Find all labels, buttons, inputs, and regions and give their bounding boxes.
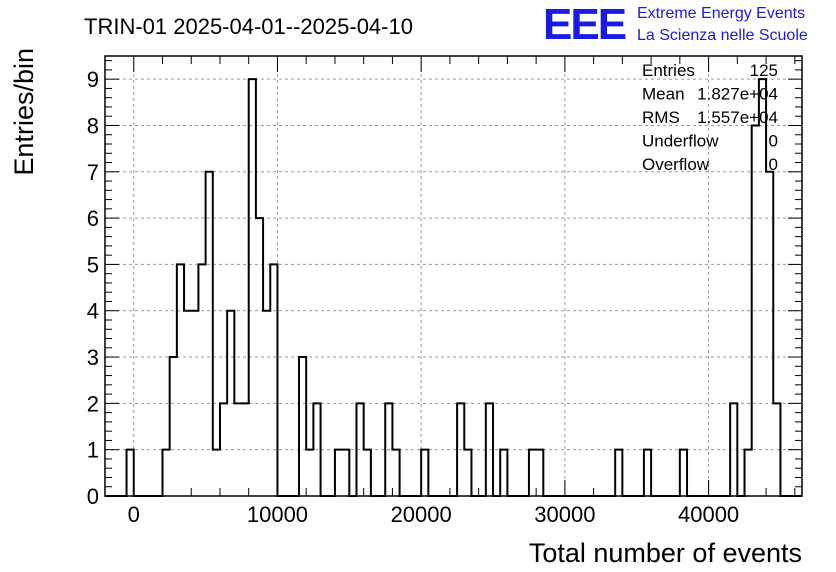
histogram-bar — [529, 450, 536, 496]
histogram-bar — [127, 450, 134, 496]
stats-value: 0 — [769, 132, 778, 151]
x-tick-label: 40000 — [678, 502, 739, 527]
stats-label: Mean — [642, 85, 685, 104]
y-tick-label: 7 — [87, 160, 99, 185]
y-tick-label: 2 — [87, 391, 99, 416]
histogram-bar — [615, 450, 622, 496]
eee-logo: EEE Extreme Energy Events La Scienza nel… — [543, 0, 808, 49]
stats-label: Entries — [642, 61, 695, 80]
plot-frame — [104, 55, 803, 497]
y-tick-label: 4 — [87, 299, 99, 324]
histogram-bar — [464, 450, 471, 496]
stats-label: Overflow — [642, 155, 710, 174]
histogram-bar — [745, 450, 752, 496]
histogram-bar — [198, 264, 205, 496]
histogram-bar — [421, 450, 428, 496]
stats-value: 125 — [750, 61, 778, 80]
histogram-bar — [500, 450, 507, 496]
stats-value: 0 — [769, 155, 778, 174]
histogram-bar — [306, 450, 313, 496]
logo-mark: EEE — [543, 0, 626, 49]
histogram-bar — [766, 172, 773, 496]
logo-line-2: La Scienza nelle Scuole — [637, 27, 808, 44]
histogram-bar — [342, 450, 349, 496]
x-tick-label: 10000 — [247, 502, 308, 527]
histogram-bar — [177, 264, 184, 496]
x-tick-label: 20000 — [391, 502, 452, 527]
histogram-bar — [392, 450, 399, 496]
histogram-bar — [206, 172, 213, 496]
y-tick-label: 5 — [87, 252, 99, 277]
stats-label: RMS — [642, 108, 680, 127]
x-axis-title: Total number of events — [529, 538, 802, 568]
stats-label: Underflow — [642, 132, 719, 151]
y-axis-ticks: 0 1 2 3 4 5 6 7 8 9 — [87, 60, 802, 509]
histogram-outline — [105, 78, 802, 497]
histogram-bar — [270, 264, 277, 496]
histogram-bar — [299, 357, 306, 496]
histogram-bar — [213, 450, 220, 496]
grid-lines — [105, 56, 802, 497]
histogram-bar — [364, 450, 371, 496]
stats-value: 1.557e+04 — [697, 108, 778, 127]
y-tick-label: 1 — [87, 438, 99, 463]
y-tick-label: 3 — [87, 345, 99, 370]
stats-value: 1.827e+04 — [697, 85, 778, 104]
histogram-bar — [170, 357, 177, 496]
x-axis-ticks: 0 10000 20000 30000 40000 — [104, 56, 796, 527]
histogram-bar — [680, 450, 687, 496]
y-axis-title: Entries/bin — [9, 48, 39, 176]
y-tick-label: 6 — [87, 206, 99, 231]
stats-box: Entries 125 Mean 1.827e+04 RMS 1.557e+04 Under… — [642, 61, 778, 174]
histogram-bar — [335, 450, 342, 496]
histogram-bar — [249, 79, 256, 496]
histogram-bar — [162, 450, 169, 496]
logo-line-1: Extreme Energy Events — [637, 5, 805, 22]
histogram-bar — [644, 450, 651, 496]
histogram-bar — [759, 79, 766, 496]
x-tick-label: 0 — [128, 502, 140, 527]
histogram-bar — [536, 450, 543, 496]
y-tick-label: 9 — [87, 67, 99, 92]
plot-title: TRIN-01 2025-04-01--2025-04-10 — [84, 14, 413, 39]
y-tick-label: 8 — [87, 113, 99, 138]
x-tick-label: 30000 — [534, 502, 595, 527]
y-tick-label: 0 — [87, 484, 99, 509]
